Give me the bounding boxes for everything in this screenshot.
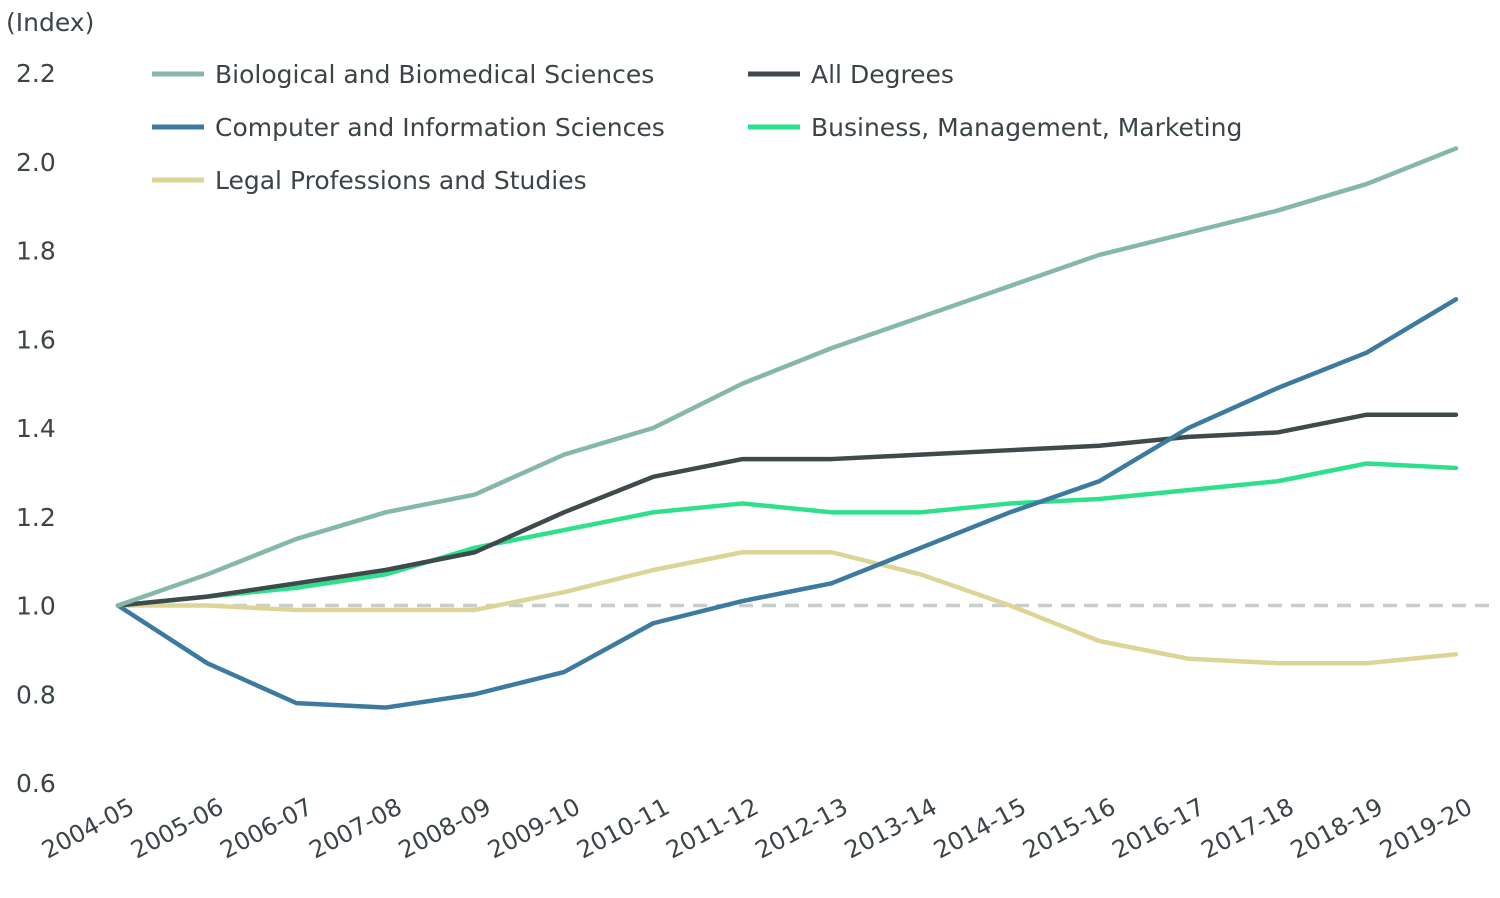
series-line-0 xyxy=(115,146,1459,608)
x-tick-label: 2014-15 xyxy=(929,793,1031,865)
series-lines xyxy=(115,146,1459,710)
legend-item: All Degrees xyxy=(748,60,954,89)
legend-item: Computer and Information Sciences xyxy=(152,113,665,142)
series-line-4 xyxy=(115,550,1459,666)
x-tick-label: 2012-13 xyxy=(751,793,853,865)
y-tick-label: 0.8 xyxy=(16,680,56,709)
legend-item: Business, Management, Marketing xyxy=(748,113,1242,142)
y-tick-label: 1.0 xyxy=(16,592,56,621)
y-axis-ticks: 0.6 0.8 1.0 1.2 1.4 1.6 1.8 2.0 2.2 xyxy=(16,59,56,798)
x-axis-ticks: 2004-052005-062006-072007-082008-092009-… xyxy=(37,793,1477,865)
legend-item: Legal Professions and Studies xyxy=(152,166,587,195)
x-tick-label: 2016-17 xyxy=(1108,793,1210,865)
y-tick-label: 1.8 xyxy=(16,237,56,266)
y-tick-label: 2.2 xyxy=(16,59,56,88)
x-tick-label: 2007-08 xyxy=(305,793,407,865)
y-tick-label: 0.6 xyxy=(16,769,56,798)
series-line-3 xyxy=(115,461,1459,608)
y-tick-label: 1.4 xyxy=(16,414,56,443)
y-tick-label: 2.0 xyxy=(16,148,56,177)
legend-item: Biological and Biomedical Sciences xyxy=(152,60,654,89)
series-line-1 xyxy=(115,412,1459,608)
x-tick-label: 2006-07 xyxy=(216,793,318,865)
x-tick-label: 2009-10 xyxy=(483,793,585,865)
legend: Biological and Biomedical Sciences All De… xyxy=(152,60,1242,195)
legend-label: Biological and Biomedical Sciences xyxy=(215,60,654,89)
x-tick-label: 2015-16 xyxy=(1018,793,1120,865)
x-tick-label: 2010-11 xyxy=(572,793,674,865)
legend-label: Legal Professions and Studies xyxy=(215,166,587,195)
x-tick-label: 2019-20 xyxy=(1375,793,1477,865)
legend-label: Computer and Information Sciences xyxy=(215,113,665,142)
y-axis-label: (Index) xyxy=(6,8,94,37)
x-tick-label: 2011-12 xyxy=(662,793,764,865)
x-tick-label: 2008-09 xyxy=(394,793,496,865)
legend-label: Business, Management, Marketing xyxy=(811,113,1242,142)
series-line-2 xyxy=(115,297,1459,710)
y-tick-label: 1.6 xyxy=(16,325,56,354)
legend-label: All Degrees xyxy=(811,60,954,89)
x-tick-label: 2017-18 xyxy=(1197,793,1299,865)
x-tick-label: 2018-19 xyxy=(1286,793,1388,865)
x-tick-label: 2004-05 xyxy=(37,793,139,865)
y-tick-label: 1.2 xyxy=(16,503,56,532)
x-tick-label: 2013-14 xyxy=(840,793,942,865)
x-tick-label: 2005-06 xyxy=(126,793,228,865)
